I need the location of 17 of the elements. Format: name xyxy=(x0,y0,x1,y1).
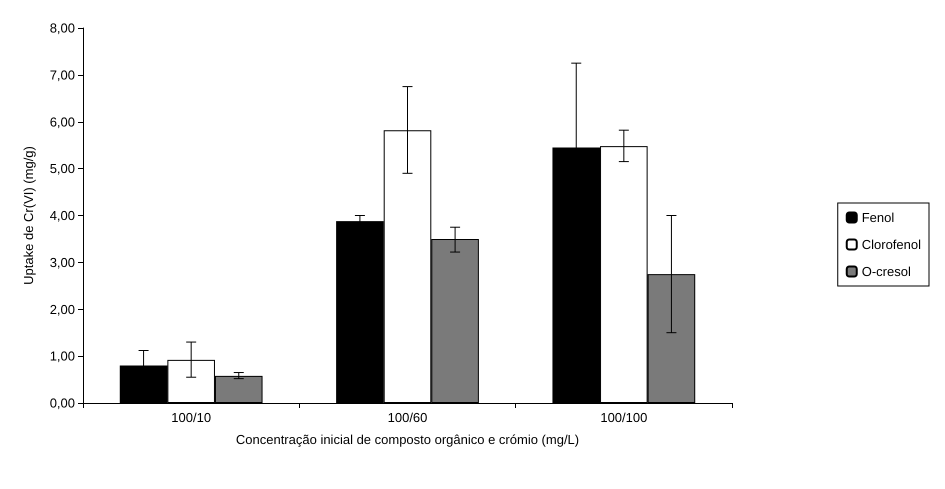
x-tick-label: 100/10 xyxy=(171,410,212,425)
y-tick-label: 8,00 xyxy=(50,20,75,36)
y-tick-label: 1,00 xyxy=(50,348,75,364)
x-tick-label: 100/60 xyxy=(388,410,428,425)
y-tick-label: 3,00 xyxy=(50,254,75,270)
legend-label: O-cresol xyxy=(862,264,911,279)
y-tick-label: 2,00 xyxy=(50,302,75,317)
y-tick-label: 5,00 xyxy=(50,161,75,176)
y-tick-label: 4,00 xyxy=(50,208,75,223)
y-axis-title: Uptake de Cr(VI) (mg/g) xyxy=(21,146,36,285)
y-tick-label: 0,00 xyxy=(50,396,75,410)
y-tick-label: 6,00 xyxy=(50,114,75,130)
x-axis-title: Concentração inicial de composto orgânico e crómio (mg/L) xyxy=(236,432,580,447)
x-tick-label: 100/100 xyxy=(600,410,648,425)
legend-label: Clorofenol xyxy=(862,237,922,252)
legend-label: Fenol xyxy=(862,210,894,225)
y-tick-label: 7,00 xyxy=(50,67,75,82)
